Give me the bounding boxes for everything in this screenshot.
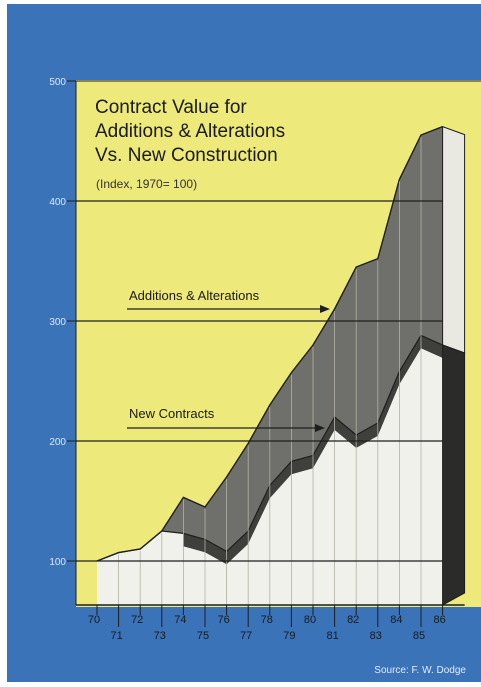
x-tick-label-83: 83 xyxy=(370,630,382,642)
y-tick-label-100: 100 xyxy=(49,557,66,568)
x-tick-label-70: 70 xyxy=(88,614,100,626)
chart-subtitle: (Index, 1970= 100) xyxy=(96,177,197,191)
chart-title-line-3: Vs. New Construction xyxy=(95,145,278,166)
x-tick-label-84: 84 xyxy=(390,614,402,626)
annotation-new-contracts-label: New Contracts xyxy=(129,406,215,421)
x-tick-label-73: 73 xyxy=(154,630,166,642)
x-tick-label-77: 77 xyxy=(240,630,252,642)
y-tick-label-200: 200 xyxy=(49,437,66,448)
x-tick-label-81: 81 xyxy=(326,630,338,642)
chart-title-line-2: Additions & Alterations xyxy=(95,121,285,142)
y-tick-label-300: 300 xyxy=(49,317,66,328)
x-tick-label-72: 72 xyxy=(131,614,143,626)
annotation-new-contracts-arrowhead xyxy=(315,424,325,432)
x-tick-label-71: 71 xyxy=(110,630,122,642)
y-tick-label-500: 500 xyxy=(49,77,66,88)
x-tick-label-79: 79 xyxy=(283,630,295,642)
x-tick-label-76: 76 xyxy=(217,614,229,626)
x-tick-label-78: 78 xyxy=(261,614,273,626)
x-tick-label-86: 86 xyxy=(433,614,445,626)
x-tick-label-80: 80 xyxy=(304,614,316,626)
x-tick-label-82: 82 xyxy=(347,614,359,626)
annotation-additions-alterations-arrowhead xyxy=(320,305,330,313)
x-tick-label-85: 85 xyxy=(413,630,425,642)
y-tick-label-400: 400 xyxy=(49,197,66,208)
side-face-new-contracts xyxy=(442,344,466,606)
x-tick-label-75: 75 xyxy=(197,630,209,642)
chart-source: Source: F. W. Dodge xyxy=(374,665,466,676)
side-face-additions-alterations xyxy=(442,125,466,354)
chart-title-line-1: Contract Value for xyxy=(95,97,247,118)
annotation-additions-alterations-label: Additions & Alterations xyxy=(129,288,260,303)
x-tick-label-74: 74 xyxy=(174,614,186,626)
